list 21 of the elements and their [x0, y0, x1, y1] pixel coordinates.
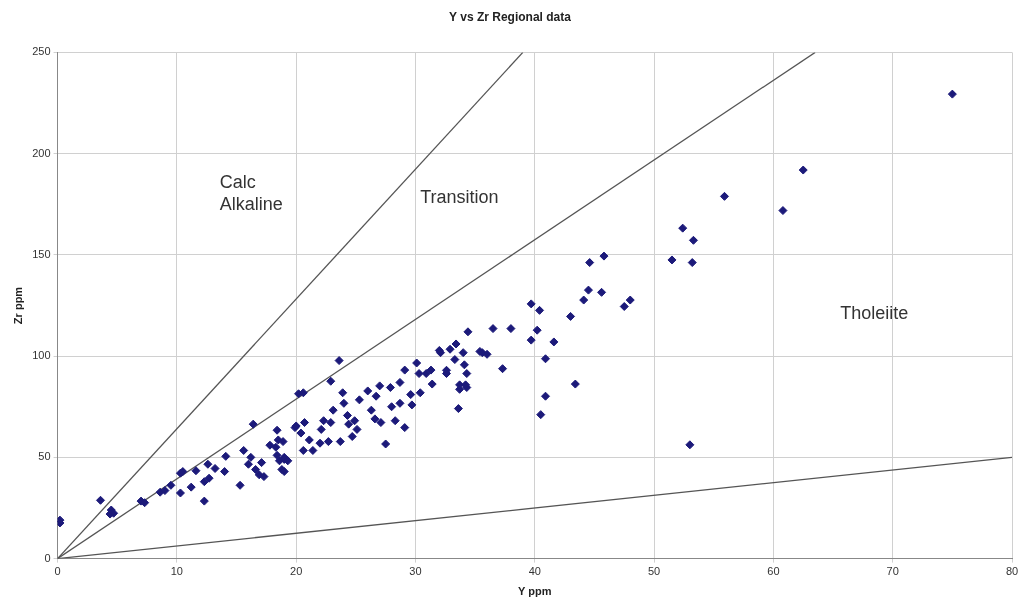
x-tick-label: 50 — [647, 565, 661, 578]
x-axis-title: Y ppm — [518, 585, 552, 598]
x-tick-label: 10 — [170, 565, 183, 578]
x-tick-label: 70 — [886, 565, 899, 578]
annotation: Tholeiite — [840, 303, 909, 324]
annotation: Calc Alkaline — [219, 171, 283, 214]
y-tick-label: 200 — [32, 146, 51, 159]
x-tick-label: 60 — [767, 565, 780, 578]
x-tick-label: 20 — [290, 565, 303, 578]
annotation: Transition — [420, 187, 499, 208]
x-tick-label: 40 — [528, 565, 541, 578]
y-tick-label: 150 — [32, 247, 51, 260]
y-tick-label: 100 — [32, 349, 51, 362]
y-tick-label: 250 — [32, 45, 51, 58]
x-tick-label: 0 — [54, 565, 61, 578]
x-tick-label: 80 — [1005, 565, 1019, 578]
y-tick-label: 0 — [44, 551, 51, 564]
chart-title: Y vs Zr Regional data — [449, 9, 572, 24]
y-tick-label: 50 — [38, 450, 51, 463]
x-tick-label: 30 — [409, 565, 422, 578]
y-axis-title: Zr ppm — [11, 286, 24, 325]
